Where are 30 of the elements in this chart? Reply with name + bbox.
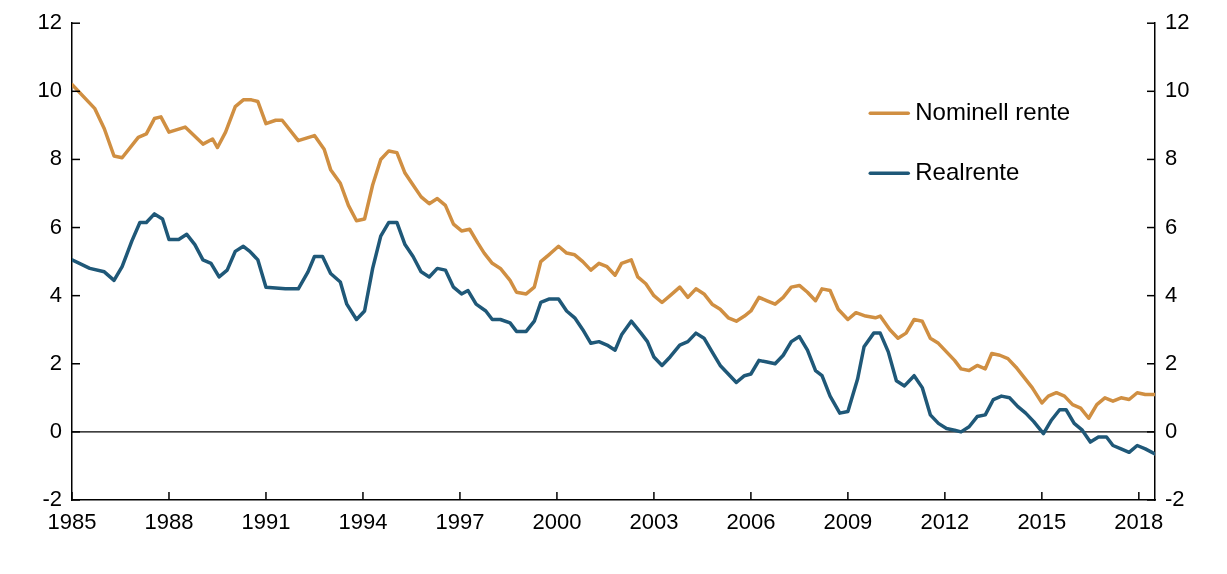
y-tick-label: 6 — [49, 213, 62, 239]
x-tick-label: 2018 — [1114, 509, 1164, 535]
y2-tick-label: 4 — [1165, 281, 1178, 307]
y-tick-label: -2 — [42, 486, 62, 512]
x-tick-label: 1997 — [435, 509, 485, 535]
x-tick-label: 2012 — [920, 509, 970, 535]
x-tick-label: 2009 — [823, 509, 873, 535]
legend-label: Nominell rente — [915, 97, 1070, 125]
y-tick-label: 8 — [49, 145, 62, 171]
x-tick-label: 2003 — [629, 509, 679, 535]
y-tick-label: 4 — [49, 281, 62, 307]
x-tick-label: 2006 — [726, 509, 776, 535]
y2-tick-label: 10 — [1165, 77, 1190, 103]
y2-tick-label: 8 — [1165, 145, 1178, 171]
y2-tick-label: 0 — [1165, 417, 1178, 443]
y-tick-label: 2 — [49, 349, 62, 375]
x-tick-label: 1985 — [47, 509, 97, 535]
x-tick-label: 2015 — [1017, 509, 1067, 535]
x-tick-label: 1991 — [241, 509, 291, 535]
y2-tick-label: 2 — [1165, 349, 1178, 375]
y-tick-label: 12 — [37, 9, 62, 35]
x-tick-label: 1994 — [338, 509, 388, 535]
x-tick-label: 2000 — [532, 509, 582, 535]
y2-tick-label: 12 — [1165, 9, 1190, 35]
y2-tick-label: -2 — [1165, 486, 1185, 512]
y2-tick-label: 6 — [1165, 213, 1178, 239]
y-tick-label: 10 — [37, 77, 62, 103]
y-tick-label: 0 — [49, 417, 62, 443]
legend-label: Realrente — [915, 157, 1020, 185]
x-tick-label: 1988 — [144, 509, 194, 535]
